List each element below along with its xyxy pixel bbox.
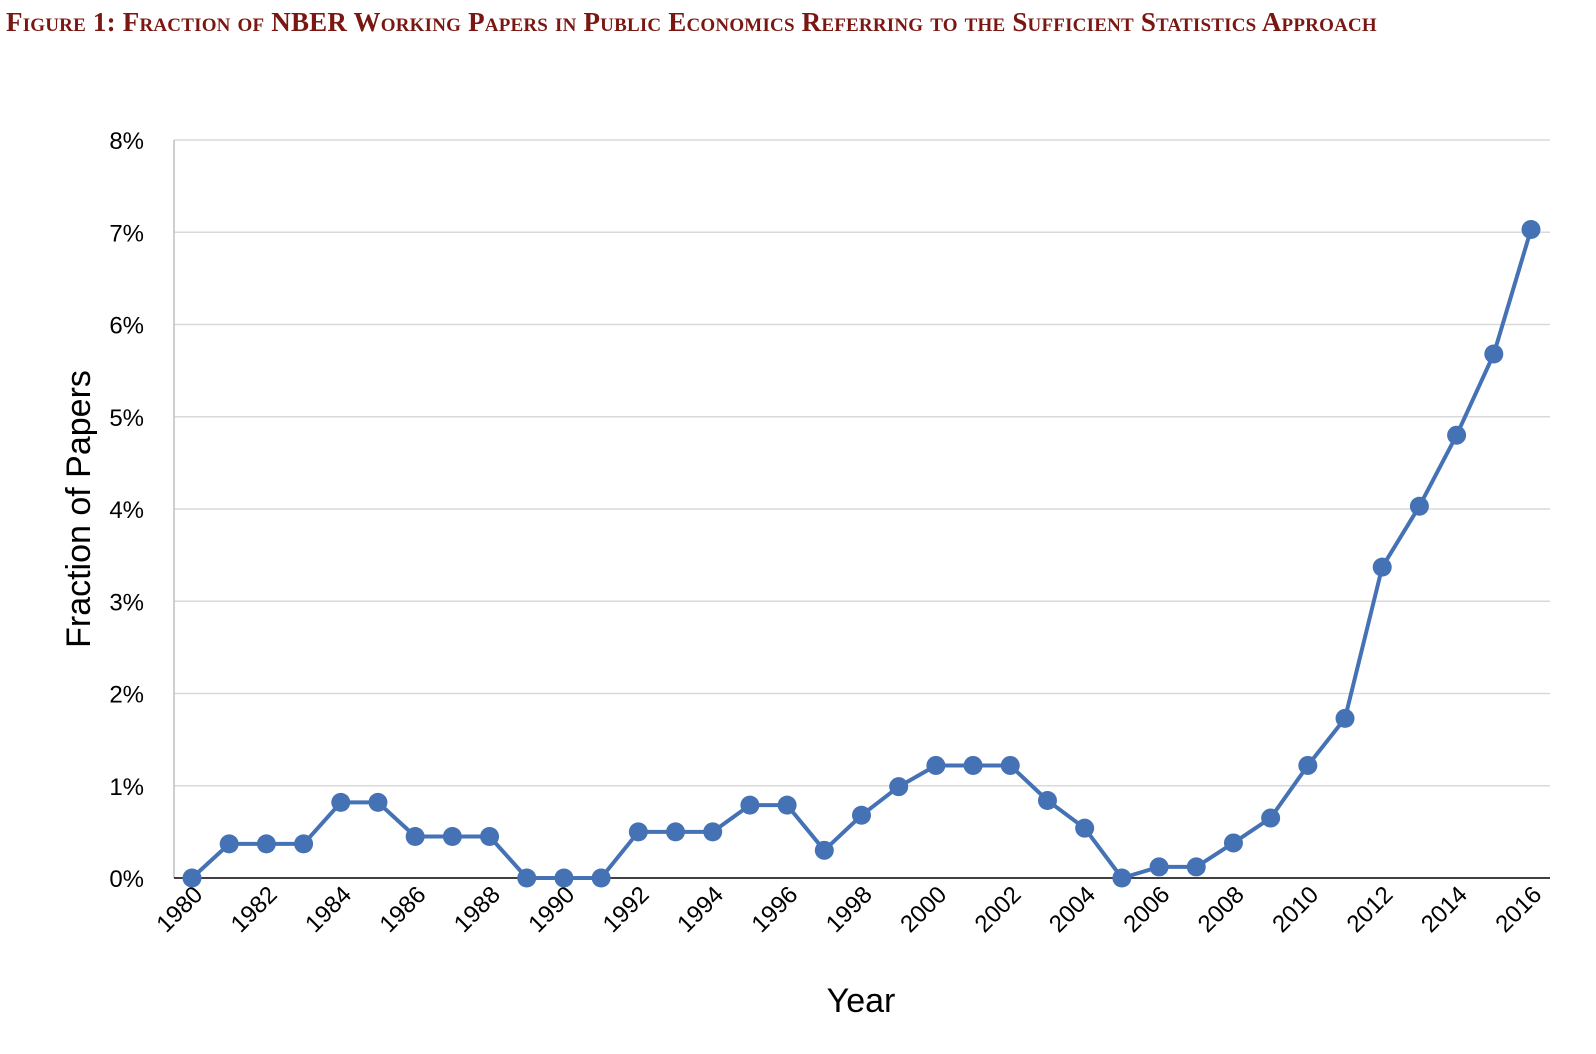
axes — [173, 140, 1550, 879]
x-tick-label: 1984 — [300, 881, 357, 938]
figure-caption: Figure 1: Fraction of NBER Working Paper… — [6, 7, 1377, 37]
data-point — [182, 868, 202, 888]
x-tick-label: 2000 — [895, 881, 952, 938]
y-tick-label: 8% — [109, 128, 144, 155]
x-tick-label: 2010 — [1267, 881, 1324, 938]
data-point — [256, 834, 276, 854]
y-tick-label: 5% — [109, 405, 144, 432]
data-point — [1112, 868, 1132, 888]
y-tick-label: 4% — [109, 497, 144, 524]
data-point — [703, 822, 723, 842]
x-tick-label: 2014 — [1416, 881, 1473, 938]
data-point — [1223, 833, 1243, 853]
x-tick-label: 1992 — [598, 881, 655, 938]
x-tick-label: 1998 — [821, 881, 878, 938]
data-point — [442, 826, 462, 846]
data-point — [1149, 857, 1169, 877]
data-point — [889, 777, 909, 797]
x-tick-label: 1986 — [375, 881, 432, 938]
x-tick-label: 2002 — [970, 881, 1027, 938]
data-point — [1372, 557, 1392, 577]
data-point — [628, 822, 648, 842]
series-line — [190, 228, 1533, 880]
data-point — [1000, 755, 1020, 775]
data-point — [1521, 219, 1541, 239]
data-point — [1484, 344, 1504, 364]
y-tick-label: 3% — [109, 589, 144, 616]
data-point — [480, 826, 500, 846]
y-tick-label: 1% — [109, 774, 144, 801]
y-axis-title: Fraction of Papers — [60, 370, 98, 648]
data-point — [926, 755, 946, 775]
x-axis-title: Year — [827, 982, 896, 1020]
data-point — [1447, 425, 1467, 445]
x-tick-label: 1996 — [747, 881, 804, 938]
data-point — [591, 868, 611, 888]
y-tick-label: 2% — [109, 682, 144, 709]
data-point — [1409, 496, 1429, 516]
x-tick-label: 2008 — [1193, 881, 1250, 938]
data-point — [517, 868, 537, 888]
data-point — [963, 755, 983, 775]
data-point — [852, 805, 871, 825]
data-point — [1037, 791, 1057, 811]
y-tick-label: 6% — [109, 313, 144, 340]
x-tick-label: 1990 — [523, 881, 580, 938]
gridlines — [174, 139, 1550, 787]
data-point — [368, 792, 388, 812]
data-point — [1075, 818, 1095, 838]
y-tick-label: 0% — [109, 866, 144, 893]
x-tick-label: 1994 — [672, 881, 729, 938]
data-point — [1298, 755, 1318, 775]
x-tick-label: 1988 — [449, 881, 506, 938]
x-tick-label: 1982 — [226, 881, 283, 938]
x-tick-label: 1980 — [151, 881, 208, 938]
y-tick-labels: 0% 1% 2% 3% 4% 5% 6% 7% 8% — [109, 128, 144, 893]
data-point — [1335, 708, 1355, 728]
data-point — [1261, 808, 1281, 828]
x-tick-label: 2004 — [1044, 881, 1101, 938]
data-point — [777, 795, 797, 815]
data-point — [219, 834, 239, 854]
x-tick-label: 2012 — [1342, 881, 1399, 938]
y-tick-label: 7% — [109, 220, 144, 247]
data-point — [1186, 857, 1206, 877]
data-point — [740, 795, 760, 815]
x-tick-labels: 1980 1982 1984 1986 1988 1990 1992 1994 1996 1998… — [151, 881, 1547, 938]
x-tick-label: 2006 — [1118, 881, 1175, 938]
data-point — [666, 822, 686, 842]
series-group — [182, 219, 1541, 888]
x-tick-label: 2016 — [1490, 881, 1547, 938]
data-point — [331, 792, 351, 812]
data-point — [294, 834, 314, 854]
data-point — [554, 868, 574, 888]
data-point — [405, 826, 425, 846]
data-point — [814, 840, 834, 860]
